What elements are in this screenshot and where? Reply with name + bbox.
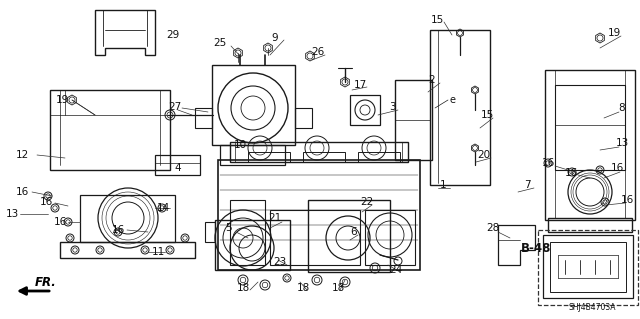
Text: 13: 13: [616, 138, 628, 148]
Text: 9: 9: [272, 33, 278, 43]
Text: 22: 22: [360, 197, 374, 207]
Text: SHJ4B4703A: SHJ4B4703A: [568, 302, 616, 311]
Text: 14: 14: [156, 203, 170, 213]
Text: 5: 5: [225, 223, 231, 233]
Text: 15: 15: [481, 110, 493, 120]
Text: FR.: FR.: [35, 277, 57, 290]
Text: 16: 16: [40, 197, 52, 207]
Text: 17: 17: [353, 80, 367, 90]
Text: 21: 21: [268, 213, 282, 223]
Text: 20: 20: [477, 150, 491, 160]
Text: 16: 16: [15, 187, 29, 197]
Text: 29: 29: [166, 30, 180, 40]
Text: 2: 2: [429, 75, 435, 85]
Text: 12: 12: [15, 150, 29, 160]
Text: 26: 26: [312, 47, 324, 57]
Text: 16: 16: [111, 225, 125, 235]
Text: 19: 19: [56, 95, 68, 105]
Text: 19: 19: [607, 28, 621, 38]
Text: 3: 3: [388, 102, 396, 112]
Text: 28: 28: [486, 223, 500, 233]
Text: 16: 16: [541, 158, 555, 168]
Text: 24: 24: [389, 265, 403, 275]
Text: 13: 13: [5, 209, 19, 219]
Text: 4: 4: [175, 163, 181, 173]
Text: 23: 23: [273, 257, 287, 267]
Text: 15: 15: [430, 15, 444, 25]
Text: 18: 18: [296, 283, 310, 293]
Text: 27: 27: [168, 102, 182, 112]
Text: 18: 18: [236, 283, 250, 293]
Text: 11: 11: [152, 247, 164, 257]
Text: 1: 1: [440, 180, 446, 190]
Text: 16: 16: [611, 163, 623, 173]
Text: 16: 16: [620, 195, 634, 205]
Text: 16: 16: [53, 217, 67, 227]
Text: 25: 25: [213, 38, 227, 48]
Text: 16: 16: [564, 168, 578, 178]
Bar: [538, 230, 638, 305]
Text: 7: 7: [524, 180, 531, 190]
Text: 6: 6: [351, 227, 357, 237]
Text: 8: 8: [619, 103, 625, 113]
Text: B-48: B-48: [521, 241, 551, 255]
Text: 10: 10: [234, 140, 246, 150]
Text: 18: 18: [332, 283, 344, 293]
Text: e: e: [449, 95, 455, 105]
